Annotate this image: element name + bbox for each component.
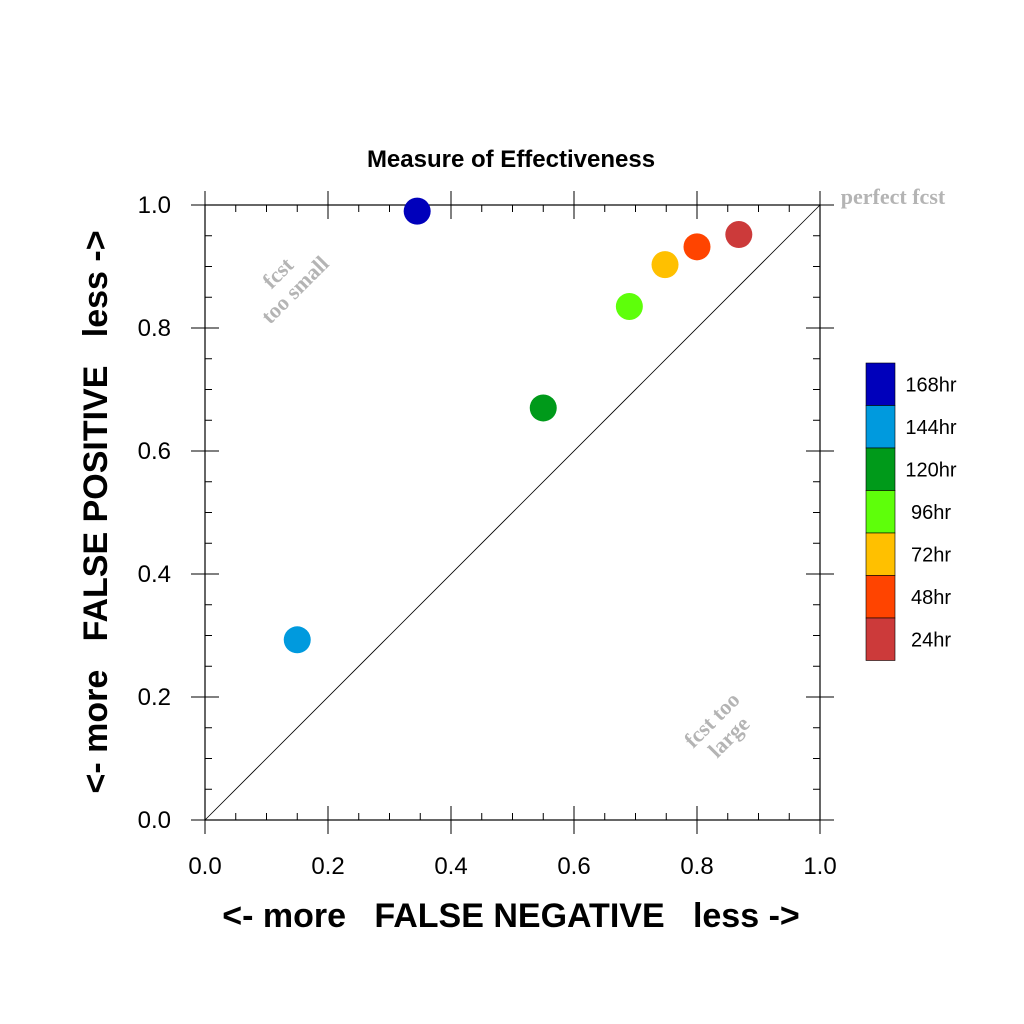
legend-label-24hr: 24hr xyxy=(911,629,951,651)
x-tick-label: 0.4 xyxy=(434,853,467,880)
legend-swatch-144hr xyxy=(865,405,896,449)
perfect-forecast-diagonal xyxy=(204,204,821,821)
data-point-144hr xyxy=(283,626,311,654)
legend-swatch-72hr xyxy=(865,532,896,576)
legend-label-120hr: 120hr xyxy=(905,459,956,481)
y-tick-label: 0.0 xyxy=(138,807,171,834)
data-point-96hr xyxy=(615,292,643,320)
data-point-48hr xyxy=(683,233,711,261)
y-axis-label: <- more FALSE POSITIVE less -> xyxy=(77,230,115,793)
data-point-72hr xyxy=(651,251,679,279)
data-points xyxy=(283,197,753,654)
y-tick-label: 1.0 xyxy=(138,192,171,219)
x-tick-label: 0.8 xyxy=(680,853,713,880)
legend-swatch-96hr xyxy=(865,490,896,534)
forecast-too-small-annotation: fcst too small xyxy=(256,251,334,329)
x-tick-label: 1.0 xyxy=(803,853,836,880)
perfect-forecast-annotation: perfect fcst xyxy=(841,184,946,209)
x-tick-label: 0.2 xyxy=(311,853,344,880)
forecast-too-large-annotation: fcst too large xyxy=(679,687,755,762)
axis-ticks xyxy=(191,191,834,834)
legend-label-168hr: 168hr xyxy=(905,374,956,396)
legend: 168hr 144hr 120hr 96hr 72hr 48hr 24hr xyxy=(865,362,957,661)
x-axis-label: <- more FALSE NEGATIVE less -> xyxy=(222,897,800,935)
legend-swatch-24hr xyxy=(865,617,896,661)
legend-label-72hr: 72hr xyxy=(911,544,951,566)
y-tick-label: 0.6 xyxy=(138,438,171,465)
data-point-168hr xyxy=(403,197,431,225)
too-small-line-2: too small xyxy=(256,251,334,329)
y-tick-label: 0.8 xyxy=(138,315,171,342)
y-tick-label: 0.2 xyxy=(138,684,171,711)
x-tick-label: 0.6 xyxy=(557,853,590,880)
data-point-120hr xyxy=(529,394,557,422)
x-tick-label: 0.0 xyxy=(188,853,221,880)
chart-title: Measure of Effectiveness xyxy=(367,146,655,173)
y-tick-label: 0.4 xyxy=(138,561,171,588)
legend-label-48hr: 48hr xyxy=(911,587,951,609)
legend-swatch-48hr xyxy=(865,575,896,619)
legend-label-96hr: 96hr xyxy=(911,502,951,524)
data-point-24hr xyxy=(725,221,753,249)
legend-label-144hr: 144hr xyxy=(905,417,956,439)
legend-swatch-120hr xyxy=(865,447,896,491)
tick-labels: 0.0 0.2 0.4 0.6 0.8 1.0 0.0 0.2 0.4 0.6 0.8 1.0 xyxy=(138,192,837,880)
legend-swatch-168hr xyxy=(865,362,896,406)
